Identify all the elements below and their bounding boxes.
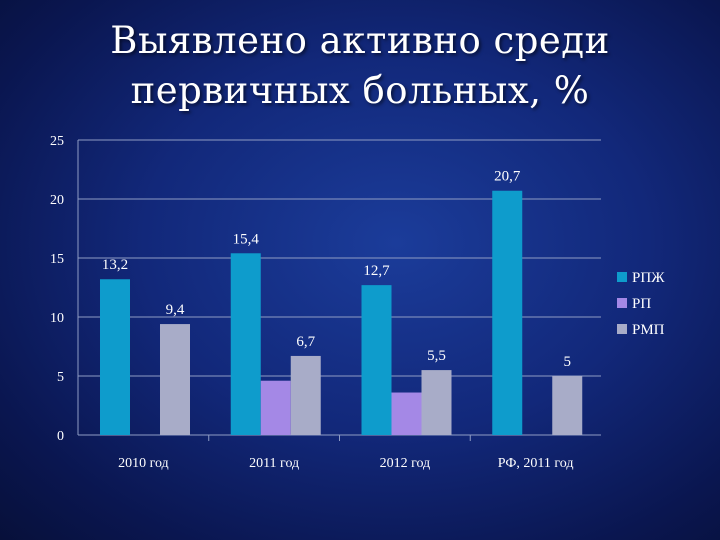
bar-РМП-0 [160,324,190,435]
x-tick-label: 2011 год [249,456,299,471]
slide-title-line-2: первичных больных, % [130,69,590,112]
legend-label: РП [632,296,651,312]
data-label: 5 [564,354,572,370]
y-tick-label: 10 [50,311,64,326]
axes: 0 5 10 15 20 25 2010 год 2011 год 2012 год РФ, 20… [50,134,601,471]
bar-РПЖ-0 [100,279,130,435]
data-label: 13,2 [102,257,128,273]
data-label: 12,7 [363,263,390,279]
y-tick-label: 20 [50,193,64,208]
y-tick-label: 15 [50,252,64,267]
legend-swatch [617,272,627,282]
legend-label: РМП [632,322,665,338]
x-tick-label: РФ, 2011 год [498,456,574,471]
bar-РМП-2 [421,370,452,435]
x-tick-label: 2012 год [380,456,431,471]
legend-swatch [617,298,627,308]
bar-РМП-1 [290,355,321,435]
x-tick-label: 2010 год [118,456,169,471]
bar-РПЖ-2 [361,285,392,435]
data-label: 20,7 [494,169,521,185]
bar-РПЖ-3 [492,190,523,435]
y-tick-label: 25 [50,134,64,149]
data-label: 6,7 [296,334,315,350]
bar-РП-2 [391,392,422,435]
bars [100,190,583,435]
data-label: 9,4 [166,302,185,318]
bar-РПЖ-1 [230,253,261,435]
data-labels: 13,2 9,4 15,4 6,7 12,7 5,5 20,7 5 [102,169,571,370]
bar-РП-1 [260,380,291,435]
data-label: 5,5 [427,348,446,364]
bar-РМП-3 [552,376,583,435]
y-tick-label: 0 [57,429,64,444]
gridlines [78,139,601,377]
legend-label: РПЖ [632,270,665,286]
slide-title: Выявлено активно среди первичных больных… [0,16,720,116]
legend-swatch [617,324,627,334]
slide-title-line-1: Выявлено активно среди [110,19,610,62]
legend: РПЖ РП РМП [617,270,665,338]
data-label: 15,4 [233,231,260,247]
y-tick-label: 5 [57,370,64,385]
